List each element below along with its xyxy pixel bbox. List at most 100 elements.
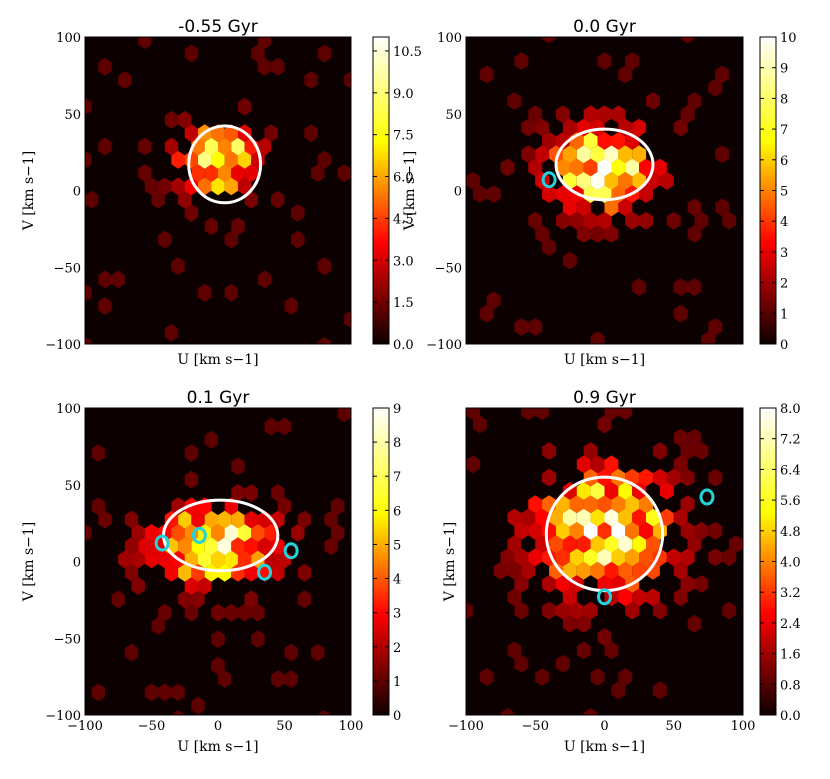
x-tick-label: 100 xyxy=(731,719,756,734)
y-tick-label: −50 xyxy=(435,261,462,276)
hexbin xyxy=(528,105,543,124)
hexbin xyxy=(244,484,258,502)
hexbin xyxy=(646,588,660,607)
hexbin xyxy=(556,132,570,150)
hexbin xyxy=(556,158,570,177)
hexbin xyxy=(535,12,549,30)
colorbar: 8.0 7.2 6.4 5.6 4.8 4.0 3.2 2.4 1.6 0.8 0.0 xyxy=(759,402,801,724)
hexbin xyxy=(257,270,272,289)
hexbin xyxy=(164,563,179,582)
x-axis-label: U [km s−1] xyxy=(564,352,645,368)
hexbin xyxy=(680,105,695,124)
stream-marker xyxy=(283,542,299,560)
hexbin xyxy=(611,548,626,567)
hexbin xyxy=(562,614,577,633)
hexbin xyxy=(507,588,522,607)
hexbin xyxy=(337,164,351,182)
y-tick-label: 100 xyxy=(56,402,81,417)
hexbin xyxy=(284,297,298,315)
colorbar-tick-label: 0.8 xyxy=(780,678,801,693)
hexbin xyxy=(521,408,536,421)
hexbin xyxy=(569,158,584,177)
panel-title: 0.9 Gyr xyxy=(573,388,636,408)
hexbin xyxy=(144,683,159,702)
hexbin xyxy=(224,177,238,196)
hexbin xyxy=(521,118,536,137)
hexbin xyxy=(184,124,199,143)
hexbin xyxy=(652,681,667,700)
hexbin xyxy=(231,164,245,182)
hexbin xyxy=(590,171,605,190)
hexbin xyxy=(569,521,584,540)
hexbin xyxy=(204,430,218,449)
hexbin xyxy=(535,145,550,164)
hexbin xyxy=(535,225,550,243)
hexbin xyxy=(680,495,695,514)
hexbin-layer xyxy=(85,408,371,715)
hexbin xyxy=(597,105,612,124)
hexbin xyxy=(549,561,563,580)
hexbin xyxy=(680,468,695,487)
hexbin xyxy=(466,455,480,474)
hexbin xyxy=(473,362,487,380)
hexbin xyxy=(597,548,612,567)
hexbin xyxy=(231,510,245,529)
hexbin xyxy=(344,310,351,329)
hexbin xyxy=(291,524,305,542)
hexbin xyxy=(604,225,619,243)
hexbin xyxy=(687,535,702,553)
stream-marker xyxy=(257,563,273,581)
hexbin xyxy=(184,577,199,595)
colorbar-tick-label: 6 xyxy=(780,154,788,169)
hexbin xyxy=(687,278,702,296)
hexbin xyxy=(604,171,619,190)
hexbin xyxy=(224,150,238,169)
hexbin xyxy=(597,158,612,177)
hexbin xyxy=(507,508,522,527)
hexbin xyxy=(58,164,71,182)
hexbin xyxy=(632,278,647,296)
hexbin xyxy=(611,132,626,150)
hexbin xyxy=(528,521,543,540)
hexbin xyxy=(556,211,570,230)
hexbin xyxy=(507,535,522,553)
hexbin xyxy=(331,497,345,516)
hexbin xyxy=(138,137,152,156)
hexbin xyxy=(264,524,278,542)
hexbin xyxy=(528,548,543,567)
hexbin xyxy=(178,563,192,582)
hexbin xyxy=(583,105,598,124)
hexbin xyxy=(204,164,218,182)
hexbin xyxy=(358,577,371,595)
hexbin xyxy=(257,537,272,556)
hexbin xyxy=(264,417,278,436)
hexbin xyxy=(171,177,185,196)
hexbin xyxy=(257,57,272,76)
hexbin xyxy=(164,137,179,156)
x-tick-label: 0 xyxy=(600,719,608,734)
panel-title: -0.55 Gyr xyxy=(178,17,258,37)
hexbin xyxy=(590,535,605,553)
colorbar-tick-label: 2.4 xyxy=(780,617,801,632)
stream-marker xyxy=(699,488,715,506)
hexbin xyxy=(264,124,278,143)
hexbin xyxy=(514,52,529,70)
hexbin xyxy=(52,231,65,249)
hexbin xyxy=(178,510,192,529)
hexbin xyxy=(171,257,185,275)
hexbin xyxy=(472,415,487,434)
hexbin xyxy=(604,482,619,500)
hexbin xyxy=(542,575,557,593)
hexbin xyxy=(211,550,225,569)
hexbin xyxy=(562,145,577,164)
hexbin xyxy=(639,211,653,230)
hexbin xyxy=(171,710,185,715)
colorbar-tick-label: 8.0 xyxy=(780,402,801,417)
hexbin xyxy=(639,185,653,203)
hexbin xyxy=(625,0,639,17)
hexbin xyxy=(687,92,702,110)
hexbin xyxy=(337,408,351,423)
hexbin xyxy=(493,561,508,580)
